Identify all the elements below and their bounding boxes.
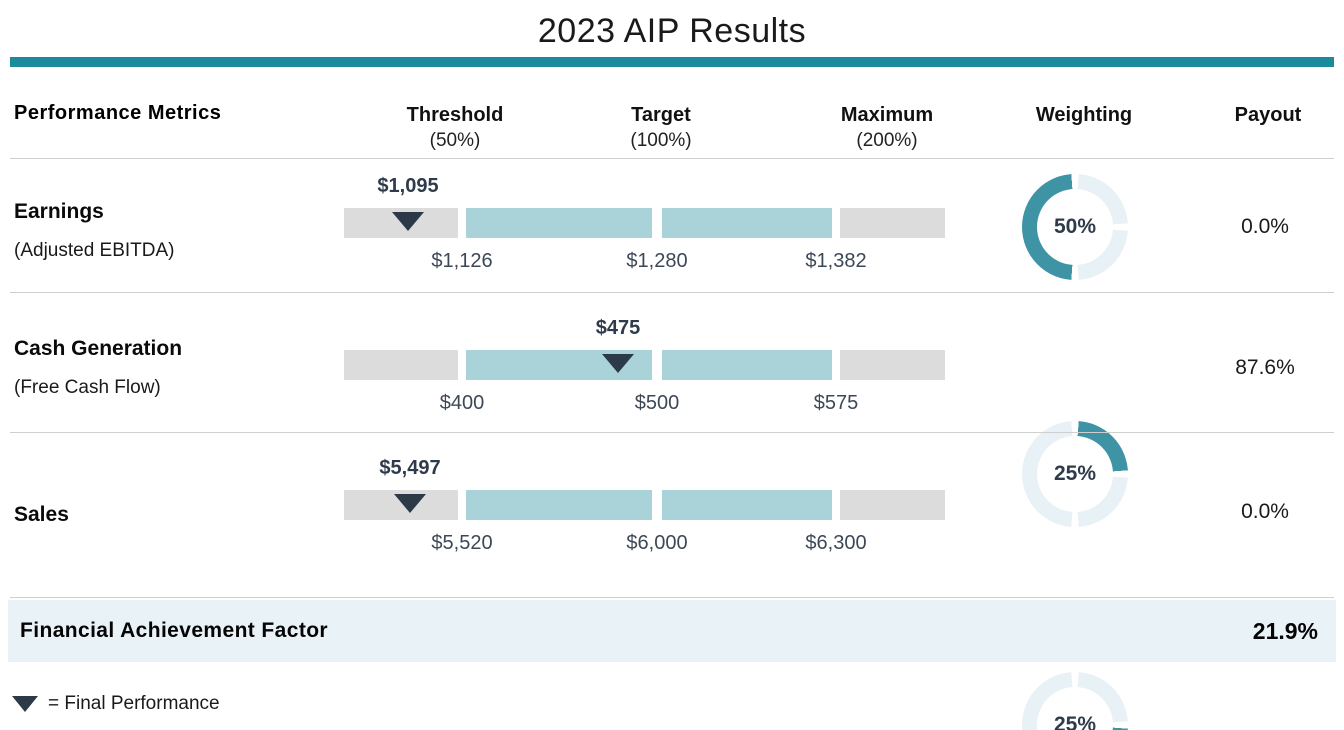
final-performance-marker-icon [392, 212, 424, 231]
metric-name-sales: Sales [14, 503, 69, 526]
final-performance-value: $5,497 [379, 457, 441, 479]
weighting-value: 50% [1053, 215, 1097, 238]
final-performance-marker-icon [12, 696, 38, 712]
metric-subtitle-cash-generation: (Free Cash Flow) [14, 377, 161, 398]
col-header-target: Target (100%) [630, 104, 692, 151]
col-header-threshold: Threshold (50%) [406, 104, 504, 151]
row-divider [10, 158, 1334, 159]
metric-subtitle-earnings: (Adjusted EBITDA) [14, 240, 175, 261]
bar-segment-above-maximum [840, 350, 945, 380]
metric-name-cash-generation: Cash Generation [14, 337, 183, 360]
bar-segment-target-maximum [662, 208, 832, 238]
metric-name-earnings: Earnings [14, 200, 104, 223]
weighting-value: 25% [1053, 713, 1097, 730]
threshold-value: $1,126 [431, 250, 493, 272]
bar-segment-target-maximum [662, 490, 832, 520]
col-header-maximum: Maximum (200%) [840, 104, 934, 151]
maximum-value: $575 [813, 392, 859, 414]
page-title: 2023 AIP Results [537, 12, 807, 50]
weighting-donut-sales: 25% [1022, 672, 1128, 730]
threshold-value: $5,520 [431, 532, 493, 554]
target-value: $1,280 [626, 250, 688, 272]
bar-segment-above-maximum [840, 208, 945, 238]
maximum-value: $6,300 [805, 532, 867, 554]
payout-value-earnings: 0.0% [1241, 215, 1289, 238]
col-header-weighting: Weighting [1035, 104, 1133, 126]
financial-achievement-factor-row: Financial Achievement Factor 21.9% [8, 600, 1336, 662]
weighting-value: 25% [1053, 462, 1097, 485]
threshold-value: $400 [439, 392, 485, 414]
title-divider-bar [10, 57, 1334, 67]
weighting-donut-cash-generation: 25% [1022, 421, 1128, 527]
row-divider [10, 292, 1334, 293]
bullet-bar-cash-generation: $475 $400 $500 $575 [344, 317, 945, 414]
legend: = Final Performance [12, 693, 220, 715]
payout-value-cash-generation: 87.6% [1235, 356, 1295, 379]
bar-segment-threshold-target [466, 208, 652, 238]
row-divider [10, 432, 1334, 433]
maximum-value: $1,382 [805, 250, 867, 272]
bar-segment-threshold-target [466, 490, 652, 520]
bullet-bar-sales: $5,497 $5,520 $6,000 $6,300 [344, 457, 945, 554]
legend-text: = Final Performance [48, 693, 220, 714]
bar-segment-target-maximum [662, 350, 832, 380]
target-value: $6,000 [626, 532, 688, 554]
target-value: $500 [634, 392, 680, 414]
final-performance-marker-icon [394, 494, 426, 513]
bar-segment-below-threshold [344, 350, 458, 380]
col-header-payout: Payout [1234, 104, 1302, 126]
bullet-bar-earnings: $1,095 $1,126 $1,280 $1,382 [344, 175, 945, 272]
final-performance-value: $1,095 [377, 175, 439, 197]
final-performance-value: $475 [595, 317, 641, 339]
final-performance-marker-icon [602, 354, 634, 373]
financial-achievement-factor-label: Financial Achievement Factor [20, 619, 329, 642]
financial-achievement-factor-value: 21.9% [1252, 617, 1318, 644]
col-header-performance-metrics: Performance Metrics [14, 102, 222, 124]
payout-value-sales: 0.0% [1241, 500, 1289, 523]
bar-segment-above-maximum [840, 490, 945, 520]
weighting-donut-earnings: 50% [1022, 174, 1128, 280]
row-divider [10, 597, 1334, 598]
